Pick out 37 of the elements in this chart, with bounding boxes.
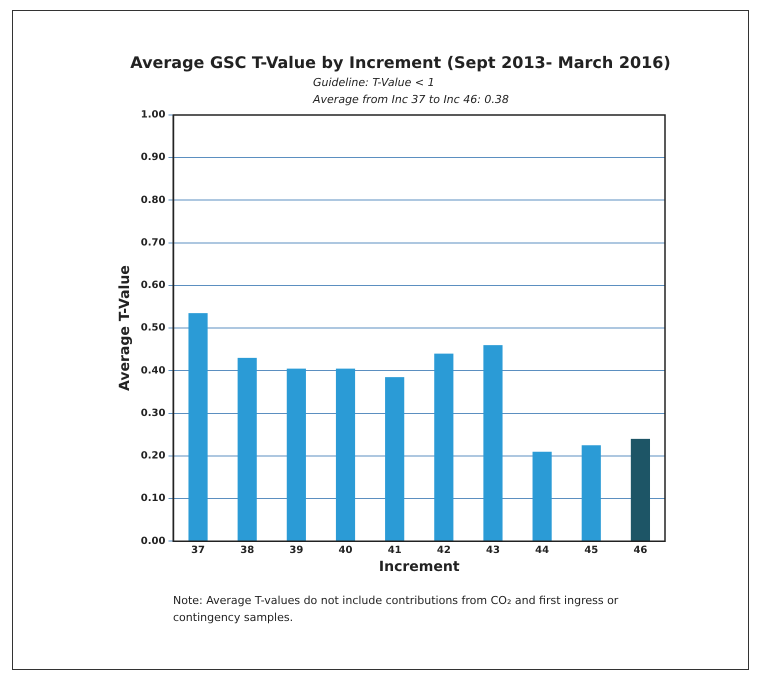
- x-tick-label: 42: [436, 544, 451, 556]
- y-tick-label: 0.80: [140, 194, 166, 206]
- bar: [532, 452, 552, 541]
- bar: [483, 345, 503, 541]
- x-axis-title: Increment: [378, 559, 460, 576]
- y-tick-label: 0.20: [140, 450, 166, 462]
- text: Average from Inc 37 to Inc 46: 0.38: [313, 93, 510, 106]
- x-tick-label: 39: [289, 544, 304, 556]
- y-tick-label: 0.40: [140, 365, 166, 376]
- x-tick-label: 46: [633, 544, 648, 556]
- y-tick-label: 0.00: [140, 536, 166, 547]
- bar: [188, 313, 208, 541]
- x-tick-label: 44: [535, 544, 550, 556]
- bar: [238, 358, 257, 541]
- x-tick-label: 45: [584, 544, 598, 556]
- chart-title: Average GSC T-Value by Increment (Sept 2013- March 2016): [129, 53, 672, 72]
- bar: [336, 368, 356, 541]
- x-tick-label: 37: [191, 544, 206, 556]
- y-tick-label: 1.00: [140, 110, 166, 121]
- y-tick-label: 0.10: [140, 493, 166, 504]
- y-tick-label: 0.60: [140, 280, 166, 292]
- x-tick-label: 38: [240, 544, 254, 556]
- y-tick-label: 0.90: [140, 152, 166, 164]
- bar: [286, 368, 306, 541]
- y-axis-title: Average T-Value: [117, 265, 134, 391]
- y-tick-label: 0.70: [140, 237, 166, 248]
- x-tick-label: 43: [486, 544, 500, 556]
- bar: [385, 377, 404, 541]
- y-tick-label: 0.30: [140, 408, 166, 419]
- bar: [434, 354, 454, 541]
- x-tick-label: 41: [388, 544, 402, 556]
- x-tick-label: 40: [338, 544, 353, 556]
- chart-subtitle: Guideline: T-Value < 1: [313, 76, 436, 89]
- bar: [630, 438, 650, 541]
- y-tick-label: 0.50: [140, 322, 166, 334]
- bar: [582, 445, 601, 541]
- text: Note: Average T-values do not include contributions from CO₂ and first ingress or contingency samples.: [173, 593, 620, 626]
